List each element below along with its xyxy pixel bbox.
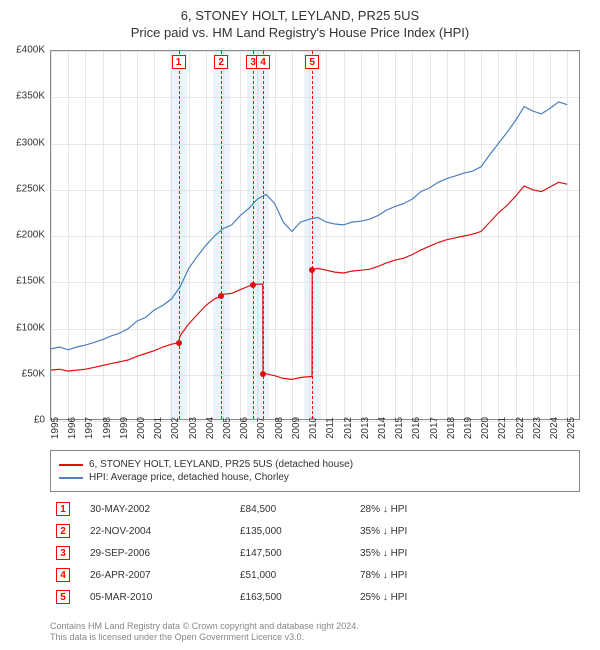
y-axis-label: £300K (16, 137, 45, 148)
sale-marker-dot (309, 267, 315, 273)
sale-marker-box: 5 (305, 55, 319, 69)
title-block: 6, STONEY HOLT, LEYLAND, PR25 5US Price … (0, 0, 600, 44)
legend-swatch-hpi (59, 477, 83, 479)
page-container: 6, STONEY HOLT, LEYLAND, PR25 5US Price … (0, 0, 600, 650)
sales-row-date: 05-MAR-2010 (90, 592, 240, 603)
sales-row-num: 4 (56, 568, 70, 582)
sales-row-delta: 78% ↓ HPI (360, 570, 574, 581)
y-axis-label: £350K (16, 91, 45, 102)
y-axis-label: £150K (16, 276, 45, 287)
sales-row-delta: 35% ↓ HPI (360, 548, 574, 559)
sales-row-num: 2 (56, 524, 70, 538)
sales-row: 1 30-MAY-2002£84,50028% ↓ HPI (50, 498, 580, 520)
y-axis-label: £0 (34, 415, 45, 426)
sales-table: 1 30-MAY-2002£84,50028% ↓ HPI 2 22-NOV-2004… (50, 498, 580, 608)
legend-item-hpi: HPI: Average price, detached house, Chor… (59, 472, 571, 483)
sales-row-date: 22-NOV-2004 (90, 526, 240, 537)
legend-label-hpi: HPI: Average price, detached house, Chor… (89, 472, 289, 483)
sales-row-price: £51,000 (240, 570, 360, 581)
footer-text: Contains HM Land Registry data © Crown c… (50, 621, 359, 644)
sales-row-date: 30-MAY-2002 (90, 504, 240, 515)
sales-row: 5 05-MAR-2010£163,50025% ↓ HPI (50, 586, 580, 608)
y-axis-label: £400K (16, 45, 45, 56)
sales-row: 3 29-SEP-2006£147,50035% ↓ HPI (50, 542, 580, 564)
footer-line2: This data is licensed under the Open Gov… (50, 632, 359, 644)
sales-row-delta: 25% ↓ HPI (360, 592, 574, 603)
title-address: 6, STONEY HOLT, LEYLAND, PR25 5US (0, 8, 600, 23)
sales-row: 2 22-NOV-2004£135,00035% ↓ HPI (50, 520, 580, 542)
sales-row-date: 29-SEP-2006 (90, 548, 240, 559)
sale-marker-dot (250, 282, 256, 288)
sales-row-price: £135,000 (240, 526, 360, 537)
chart-lines (51, 51, 581, 421)
y-axis-label: £250K (16, 183, 45, 194)
legend-label-property: 6, STONEY HOLT, LEYLAND, PR25 5US (detac… (89, 459, 353, 470)
y-axis-label: £200K (16, 230, 45, 241)
sales-row-date: 26-APR-2007 (90, 570, 240, 581)
sales-row-delta: 35% ↓ HPI (360, 526, 574, 537)
sale-marker-box: 1 (172, 55, 186, 69)
sales-row-price: £84,500 (240, 504, 360, 515)
footer-line1: Contains HM Land Registry data © Crown c… (50, 621, 359, 633)
sale-marker-box: 4 (256, 55, 270, 69)
sales-row: 4 26-APR-2007£51,00078% ↓ HPI (50, 564, 580, 586)
sale-marker-box: 2 (214, 55, 228, 69)
chart-area: 12345 £0£50K£100K£150K£200K£250K£300K£35… (50, 50, 580, 420)
legend-swatch-property (59, 464, 83, 466)
sales-row-delta: 28% ↓ HPI (360, 504, 574, 515)
sales-row-num: 3 (56, 546, 70, 560)
series-hpi (51, 102, 567, 350)
sale-marker-dot (176, 340, 182, 346)
sales-row-num: 1 (56, 502, 70, 516)
y-axis-label: £50K (22, 368, 45, 379)
sales-row-num: 5 (56, 590, 70, 604)
plot-frame: 12345 (50, 50, 580, 420)
sales-row-price: £163,500 (240, 592, 360, 603)
title-subtitle: Price paid vs. HM Land Registry's House … (0, 25, 600, 40)
legend-box: 6, STONEY HOLT, LEYLAND, PR25 5US (detac… (50, 450, 580, 492)
sale-marker-dot (260, 371, 266, 377)
legend-item-property: 6, STONEY HOLT, LEYLAND, PR25 5US (detac… (59, 459, 571, 470)
y-axis-label: £100K (16, 322, 45, 333)
sales-row-price: £147,500 (240, 548, 360, 559)
sale-marker-dot (218, 293, 224, 299)
series-property (51, 182, 567, 379)
